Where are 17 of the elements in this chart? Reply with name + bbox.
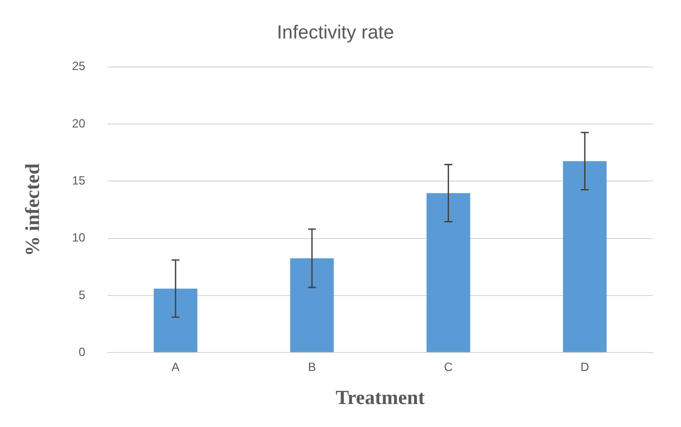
bar (154, 288, 198, 352)
bar (290, 258, 334, 352)
y-tick-label: 25 (72, 59, 86, 74)
chart-title: Infectivity rate (276, 22, 394, 44)
x-tick-label: B (308, 360, 316, 374)
x-tick-label: D (580, 360, 590, 374)
x-axis-title: Treatment (336, 387, 426, 410)
y-tick-label: 0 (78, 344, 86, 359)
y-tick-label: 15 (72, 173, 86, 188)
x-tick-label: A (172, 360, 180, 374)
y-tick-label: 10 (72, 230, 86, 245)
y-tick-label: 20 (72, 116, 86, 130)
bar (562, 161, 607, 352)
bar (426, 193, 470, 352)
x-tick-label: C (444, 360, 454, 374)
y-axis-title: % infected (22, 163, 44, 256)
y-tick-label: 5 (78, 288, 86, 302)
